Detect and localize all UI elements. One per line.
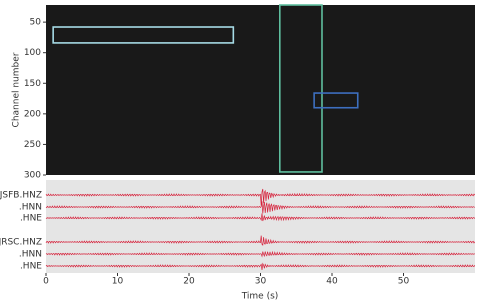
annotation-box xyxy=(279,4,323,173)
trace-waveform xyxy=(45,188,476,206)
x-tick-label: 0 xyxy=(43,277,49,287)
trace-label: .HNN xyxy=(19,250,42,260)
annotation-box xyxy=(52,26,235,44)
y-tick-label: 50 xyxy=(30,18,42,28)
x-axis-label: Time (s) xyxy=(241,292,279,302)
y-tick-label: 150 xyxy=(24,79,41,89)
y-axis-label: Channel number xyxy=(12,52,22,127)
x-tick-label: 10 xyxy=(112,277,124,287)
trace-waveform xyxy=(45,201,476,214)
y-tick-label: 100 xyxy=(24,48,41,58)
trace-label: JRSC.HNZ xyxy=(0,238,42,248)
trace-waveform xyxy=(45,235,476,246)
x-tick-label: 50 xyxy=(398,277,410,287)
trace-waveform xyxy=(45,250,475,258)
trace-label: .HNN xyxy=(19,203,42,213)
x-tick-label: 20 xyxy=(183,277,195,287)
x-tick-label: 30 xyxy=(255,277,267,287)
trace-label: JSFB.HNZ xyxy=(0,191,42,201)
y-tick-label: 250 xyxy=(24,140,41,150)
y-tick-label: 200 xyxy=(24,109,41,119)
annotation-box xyxy=(313,92,359,109)
das-image xyxy=(46,5,475,175)
trace-waveform xyxy=(45,262,476,270)
trace-waveform xyxy=(45,213,476,222)
trace-label: .HNE xyxy=(20,214,42,224)
x-tick-label: 40 xyxy=(326,277,338,287)
trace-label: .HNE xyxy=(20,262,42,272)
y-tick-label: 300 xyxy=(24,171,41,181)
